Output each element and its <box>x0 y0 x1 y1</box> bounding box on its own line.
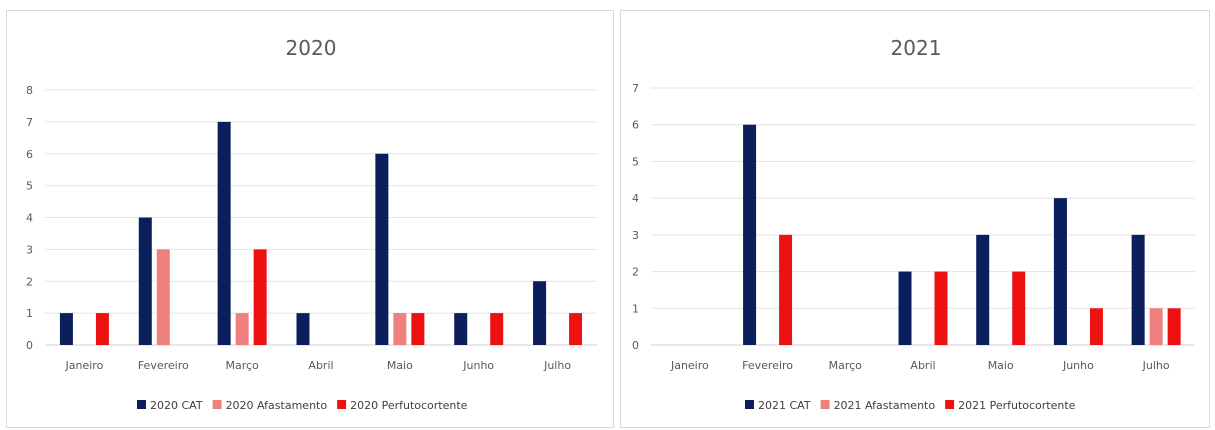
bar-2021-cat-fevereiro <box>743 124 757 345</box>
y-tick-label: 7 <box>26 116 33 129</box>
bar-2021-cat-julho <box>1131 234 1145 345</box>
x-tick-label: Abril <box>308 359 333 372</box>
bar-2020-cat-mar-o <box>217 121 231 345</box>
x-tick-label: Junho <box>462 359 494 372</box>
y-tick-label: 6 <box>632 119 639 132</box>
bar-2020-afastamento-fevereiro <box>156 249 170 345</box>
chart-2021-svg: 2021 0 1 2 3 4 5 6 7 Janeiro Fevereiro Março Abril Ma… <box>632 36 1195 412</box>
bar-2020-perfutocortente-janeiro <box>95 313 109 345</box>
x-tick-label: Julho <box>543 359 571 372</box>
y-tick-label: 8 <box>26 84 33 97</box>
x-tick-label: Fevereiro <box>742 359 793 372</box>
x-tick-label: Junho <box>1062 359 1094 372</box>
bar-2020-perfutocortente-junho <box>490 313 504 345</box>
legend-swatch-2021-afastamento <box>820 400 830 409</box>
x-tick-label: Março <box>225 359 259 372</box>
bar-2020-afastamento-maio <box>393 313 407 345</box>
y-tick-label: 2 <box>632 266 639 279</box>
legend-swatch-2021-perfutocortente <box>945 400 955 409</box>
x-tick-label: Maio <box>988 359 1014 372</box>
bar-2020-cat-janeiro <box>59 313 73 345</box>
legend-swatch-2020-cat <box>137 400 146 409</box>
y-tick-label: 3 <box>632 229 639 242</box>
legend-label: 2020 Afastamento <box>226 399 328 412</box>
bar-2020-cat-julho <box>533 281 547 345</box>
chart-2020-svg: 2020 0 1 2 3 4 5 6 7 8 Janeiro Fevereiro Março Abril M… <box>26 36 597 412</box>
legend-swatch-2021-cat <box>745 400 754 409</box>
y-tick-label: 0 <box>26 339 33 352</box>
bar-2021-cat-junho <box>1053 198 1067 345</box>
chart-title: 2020 <box>286 36 337 60</box>
bar-2021-perfutocortente-julho <box>1167 308 1181 345</box>
chart-panel-2020: 2020 0 1 2 3 4 5 6 7 8 Janeiro Fevereiro Março Abril M… <box>6 10 614 428</box>
bar-2020-afastamento-mar-o <box>235 313 249 345</box>
bar-2021-perfutocortente-fevereiro <box>779 234 793 345</box>
bar-2021-cat-maio <box>976 234 990 345</box>
x-tick-label: Maio <box>387 359 413 372</box>
y-tick-label: 4 <box>632 192 639 205</box>
bar-2021-perfutocortente-junho <box>1089 308 1103 345</box>
legend-swatch-2020-perfutocortente <box>337 400 347 409</box>
y-tick-label: 5 <box>632 155 639 168</box>
bar-2021-perfutocortente-maio <box>1012 271 1026 345</box>
bar-2020-cat-junho <box>454 313 468 345</box>
x-tick-label: Julho <box>1142 359 1170 372</box>
legend-label: 2021 Perfutocortente <box>958 399 1076 412</box>
y-tick-label: 0 <box>632 339 639 352</box>
x-tick-label: Janeiro <box>65 359 104 372</box>
y-tick-label: 2 <box>26 275 33 288</box>
bar-2020-perfutocortente-maio <box>411 313 425 345</box>
y-tick-label: 6 <box>26 148 33 161</box>
chart-panel-2021: 2021 0 1 2 3 4 5 6 7 Janeiro Fevereiro Março Abril Ma… <box>620 10 1210 428</box>
legend-label: 2020 CAT <box>150 399 203 412</box>
bar-2020-perfutocortente-mar-o <box>253 249 267 345</box>
x-tick-label: Março <box>829 359 863 372</box>
bar-2021-afastamento-julho <box>1149 308 1163 345</box>
bar-2021-perfutocortente-abril <box>934 271 948 345</box>
bar-2020-cat-fevereiro <box>138 217 152 345</box>
x-tick-label: Abril <box>910 359 935 372</box>
bar-2020-cat-maio <box>375 153 389 345</box>
legend-label: 2021 Afastamento <box>834 399 936 412</box>
legend-label: 2020 Perfutocortente <box>350 399 468 412</box>
legend-swatch-2020-afastamento <box>212 400 222 409</box>
chart-title: 2021 <box>891 36 942 60</box>
y-tick-label: 1 <box>26 307 33 320</box>
legend-label: 2021 CAT <box>758 399 811 412</box>
x-tick-label: Fevereiro <box>138 359 189 372</box>
y-tick-label: 1 <box>632 302 639 315</box>
bar-2020-perfutocortente-julho <box>569 313 583 345</box>
x-tick-label: Janeiro <box>670 359 709 372</box>
y-tick-label: 5 <box>26 180 33 193</box>
bar-2021-cat-abril <box>898 271 912 345</box>
y-tick-label: 3 <box>26 243 33 256</box>
bar-2020-cat-abril <box>296 313 310 345</box>
y-tick-label: 4 <box>26 212 33 225</box>
y-tick-label: 7 <box>632 82 639 95</box>
